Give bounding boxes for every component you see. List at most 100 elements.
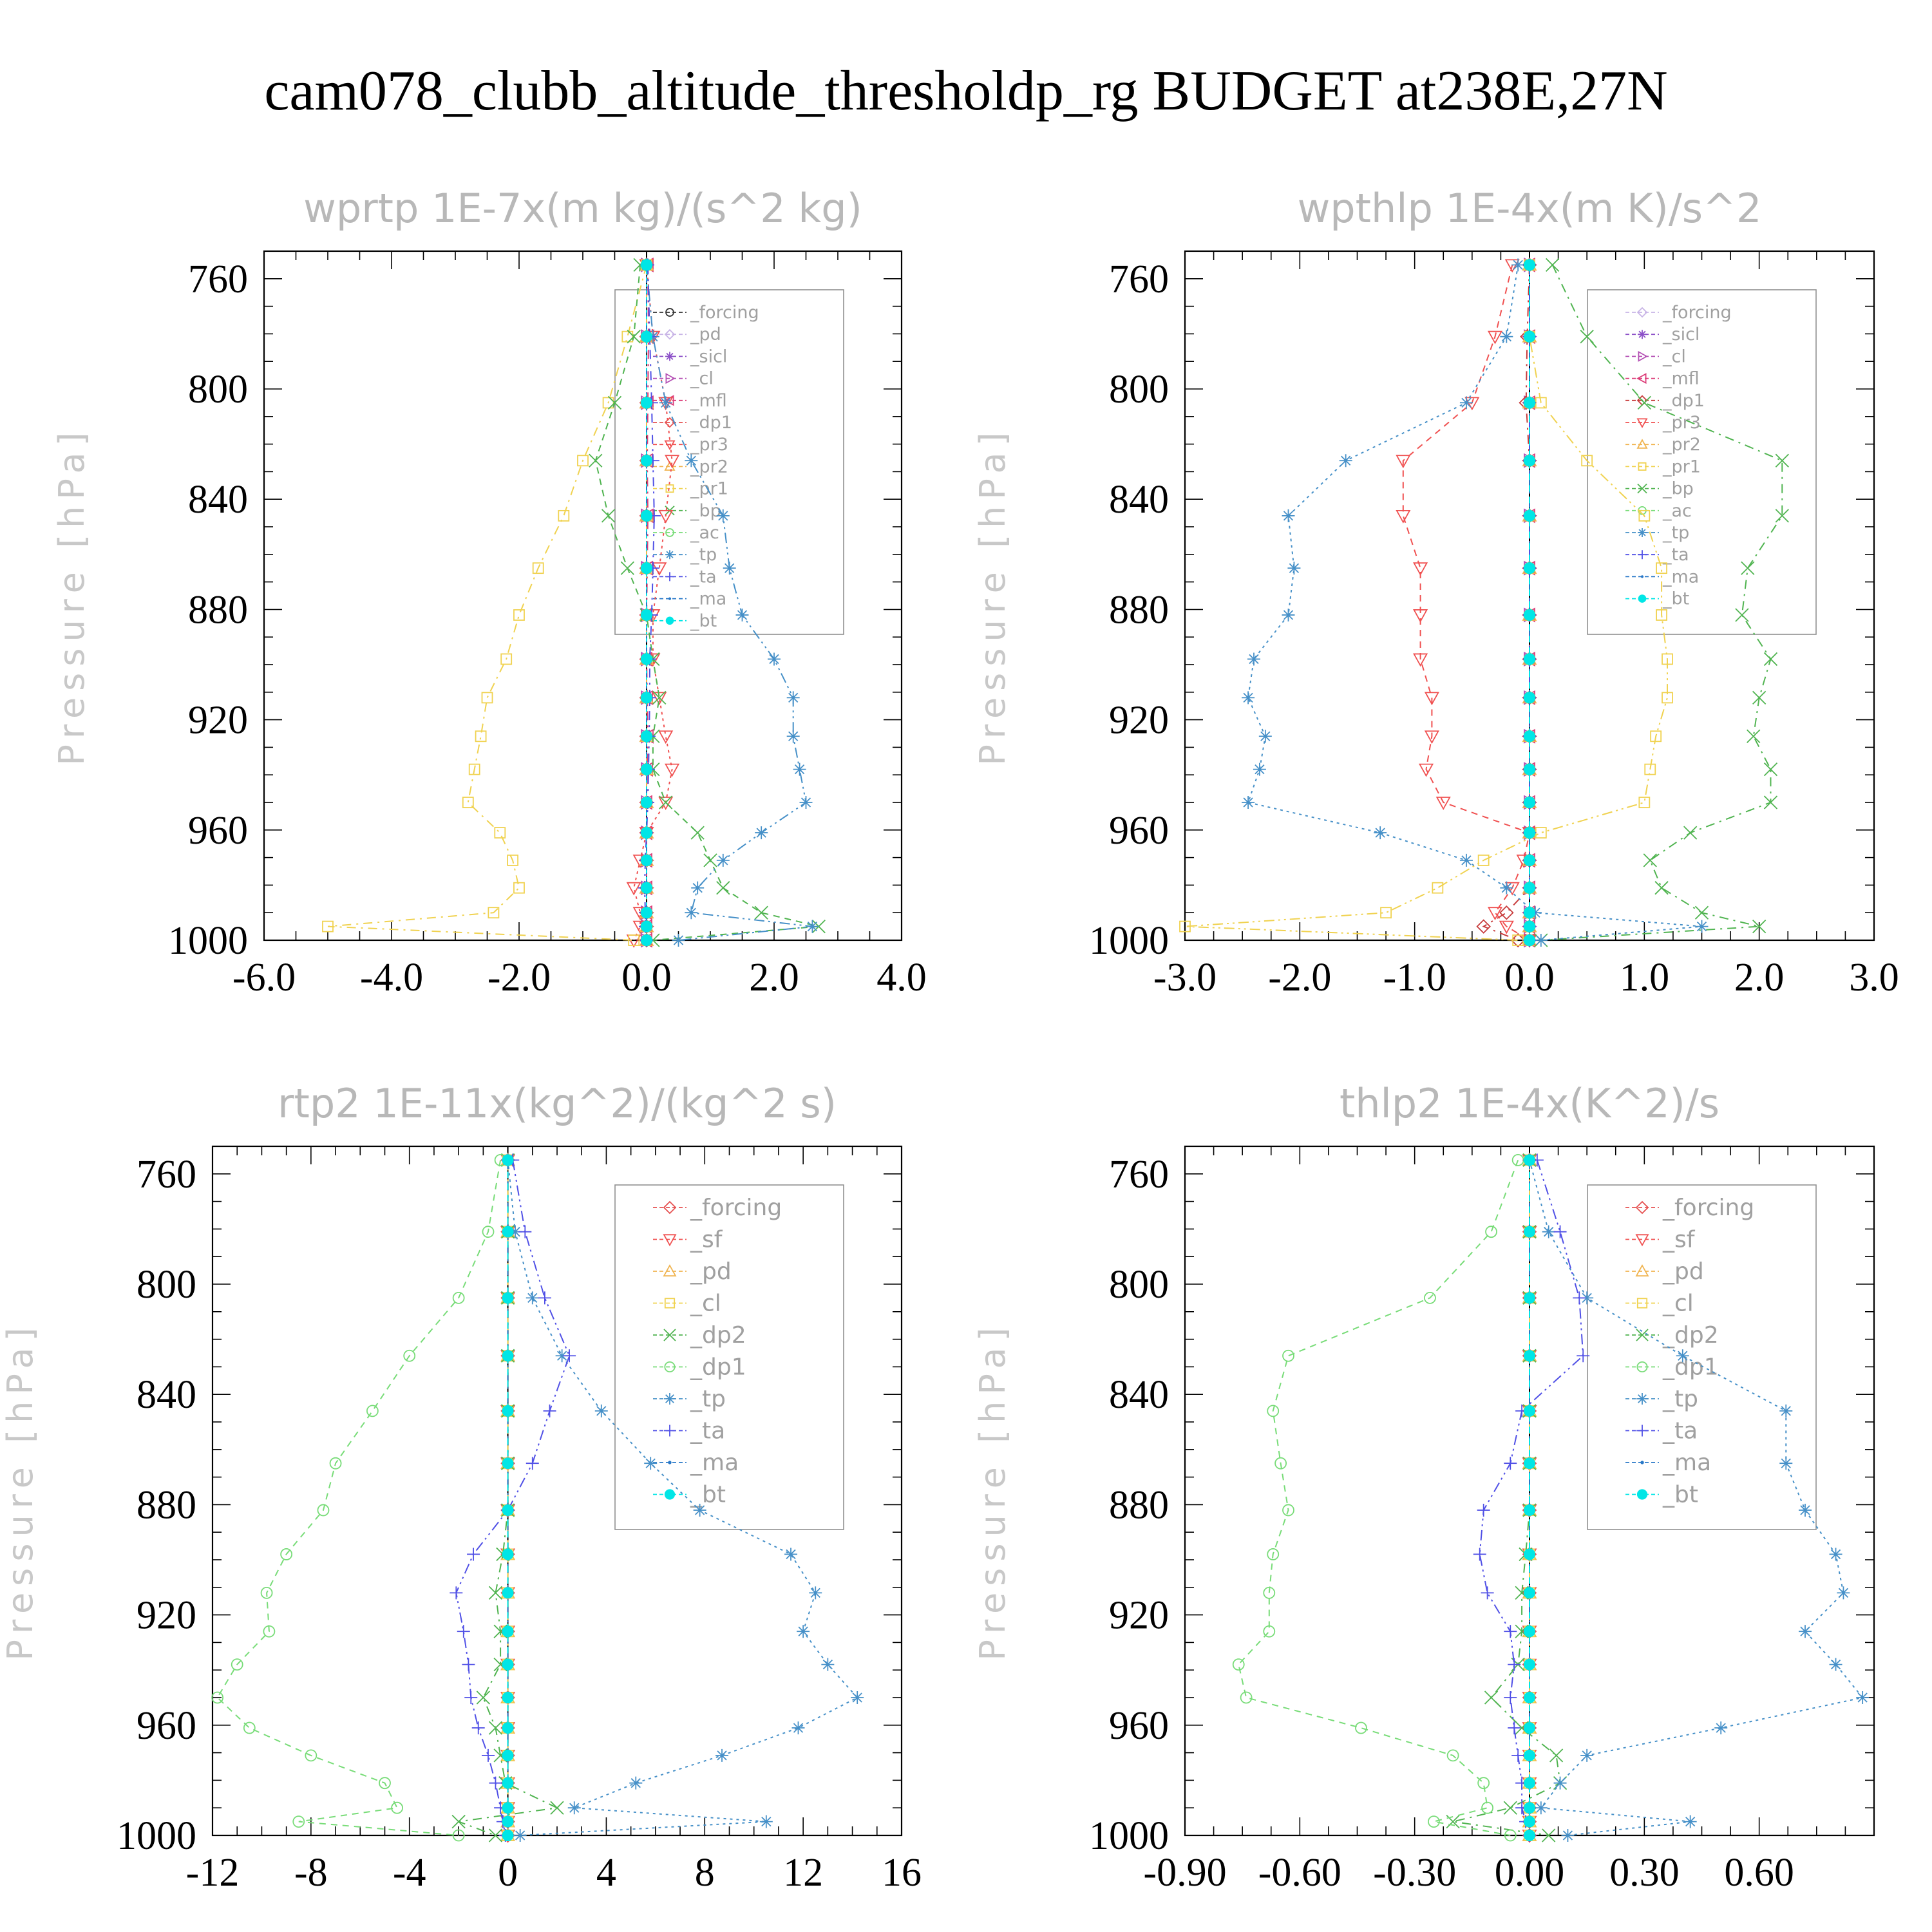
data-point [1508, 1721, 1521, 1735]
data-point [1763, 795, 1778, 810]
legend: _forcing_sicl_cl_mfl_dp1_pr3_pr2_pr1_bp_… [1587, 289, 1817, 635]
legend-label: _sicl [690, 346, 727, 366]
legend-label: _sf [690, 1227, 723, 1253]
data-point [567, 1801, 581, 1815]
series-line [1479, 1160, 1584, 1836]
series-pr1 [322, 259, 652, 946]
data-point [1779, 1457, 1793, 1470]
data-point [1676, 1349, 1689, 1363]
data-point [1524, 455, 1535, 467]
data-point [1524, 1722, 1535, 1734]
series-line [594, 265, 819, 941]
data-point [1656, 609, 1667, 621]
legend-entry: _ac [653, 523, 719, 543]
data-point [502, 1802, 514, 1814]
data-point [1580, 1291, 1594, 1305]
data-point [1504, 882, 1520, 896]
data-point [607, 395, 622, 410]
x-tick-label: 3.0 [1849, 956, 1899, 999]
data-point [652, 692, 667, 706]
legend-entry: _mfl [1625, 369, 1700, 389]
data-point [555, 1349, 569, 1363]
data-point [735, 608, 749, 621]
data-point [1524, 1692, 1535, 1703]
y-tick-label: 760 [188, 258, 248, 301]
legend-label: _bt [1662, 1482, 1698, 1508]
data-point [658, 730, 674, 744]
data-point [1524, 1548, 1535, 1560]
data-point [1752, 690, 1766, 705]
data-point [1524, 1802, 1535, 1814]
data-point [1267, 1548, 1280, 1560]
data-point [502, 1587, 514, 1599]
legend-entry: _bt [1625, 589, 1689, 609]
data-point [1374, 826, 1387, 840]
data-point [502, 1777, 514, 1789]
data-point [1282, 1349, 1294, 1362]
data-point [1542, 1225, 1555, 1238]
data-point [462, 1658, 475, 1671]
data-point [1524, 562, 1535, 574]
data-point [806, 920, 819, 933]
data-point [1459, 396, 1473, 410]
data-point [1413, 562, 1428, 576]
panel-title: wpthlp 1E-4x(m K)/s^2 [1298, 185, 1762, 232]
data-point [211, 1691, 224, 1704]
data-point [502, 1504, 514, 1516]
data-point [1464, 397, 1480, 411]
legend-entry: _sf [1625, 1227, 1696, 1253]
data-point [1524, 330, 1535, 343]
legend-entry: _dp2 [1625, 1322, 1719, 1349]
series-line [643, 265, 655, 941]
data-point [627, 330, 641, 344]
data-point [754, 905, 768, 920]
legend-label: _tp [690, 1386, 726, 1412]
data-point [391, 1801, 404, 1814]
data-point [672, 934, 685, 947]
data-point [502, 1658, 514, 1671]
data-point [1524, 692, 1535, 704]
legend-label: _tp [1662, 523, 1689, 543]
legend-label: _cl [1662, 346, 1686, 366]
legend-entry: _dp1 [1625, 391, 1705, 411]
data-point [526, 1291, 539, 1305]
data-point [1637, 395, 1651, 410]
x-tick-label: 2.0 [749, 956, 799, 999]
legend-label: _bt [690, 611, 717, 631]
data-point [1504, 1625, 1517, 1638]
data-point [1524, 763, 1535, 775]
data-point [1179, 920, 1191, 933]
data-point [690, 826, 705, 840]
data-point [641, 920, 652, 933]
data-point [1856, 1691, 1870, 1704]
data-point [641, 730, 652, 743]
legend-entry: _sf [653, 1227, 723, 1253]
legend-label: _forcing [1662, 1195, 1754, 1221]
legend-label: _sicl [1662, 325, 1700, 345]
data-point [641, 653, 652, 665]
series-line [1238, 1160, 1519, 1836]
legend-entry: _forcing [653, 1195, 782, 1221]
legend-entry: _ta [653, 567, 717, 587]
x-tick-label: -8 [294, 1851, 328, 1895]
y-tick-label: 1000 [117, 1814, 196, 1858]
data-point [1799, 1625, 1812, 1638]
legend-entry: _bt [1625, 1482, 1698, 1508]
data-point [532, 562, 544, 574]
data-point [329, 1457, 342, 1470]
y-tick-label: 1000 [1089, 1814, 1169, 1858]
data-point [1524, 827, 1535, 839]
data-point [1524, 1587, 1535, 1599]
series-tp [1523, 1153, 1870, 1842]
data-point [799, 796, 813, 809]
data-point [1546, 258, 1560, 272]
series-tp [640, 258, 819, 947]
data-point [1524, 882, 1535, 894]
data-point [1524, 1405, 1535, 1417]
data-point [513, 609, 525, 621]
legend-entry: _cl [1625, 1291, 1694, 1317]
data-point [1741, 561, 1755, 575]
series-line [216, 1160, 502, 1836]
x-tick-label: 0.00 [1495, 1851, 1565, 1895]
